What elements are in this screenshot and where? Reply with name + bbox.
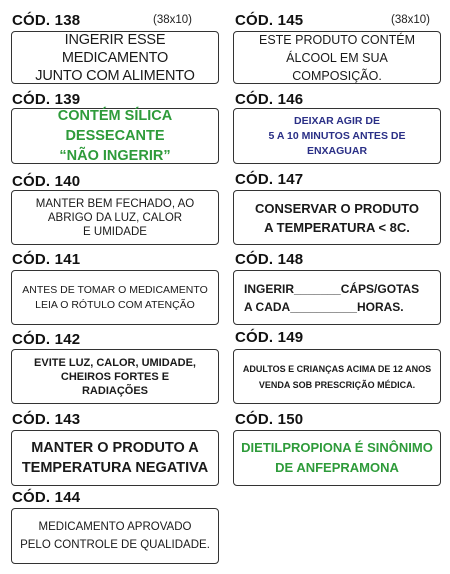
label-card-138: INGERIR ESSE MEDICAMENTO JUNTO COM ALIMEN…: [11, 31, 219, 84]
label-text-140: MANTER BEM FECHADO, AO ABRIGO DA LUZ, CAL…: [35, 197, 195, 238]
code-145: CÓD. 145: [235, 12, 304, 29]
label-card-141: ANTES DE TOMAR O MEDICAMENTO LEIA O RÓTUL…: [11, 270, 219, 325]
label-text-143: MANTER O PRODUTO A TEMPERATURA NEGATIVA: [21, 440, 209, 476]
label-card-140: MANTER BEM FECHADO, AO ABRIGO DA LUZ, CAL…: [11, 190, 219, 245]
code-140: CÓD. 140: [12, 173, 81, 190]
label-text-144: MEDICAMENTO APROVADO PELO CONTROLE DE QUA…: [20, 521, 210, 551]
size-145: (38x10): [391, 14, 430, 26]
code-144: CÓD. 144: [12, 489, 81, 506]
label-text-142: EVITE LUZ, CALOR, UMIDADE, CHEIROS FORTES…: [34, 356, 196, 397]
code-149: CÓD. 149: [235, 329, 304, 346]
code-148: CÓD. 148: [235, 251, 304, 268]
label-text-147: CONSERVAR O PRODUTO A TEMPERATURA < 8C.: [255, 200, 419, 235]
label-card-143: MANTER O PRODUTO A TEMPERATURA NEGATIVA: [11, 430, 219, 486]
label-text-149: ADULTOS E CRIANÇAS ACIMA DE 12 ANOS VENDA…: [242, 363, 432, 390]
code-147: CÓD. 147: [235, 171, 304, 188]
label-text-146: DEIXAR AGIR DE 5 A 10 MINUTOS ANTES DE EN…: [268, 114, 406, 157]
label-card-142: EVITE LUZ, CALOR, UMIDADE, CHEIROS FORTES…: [11, 349, 219, 404]
code-139: CÓD. 139: [12, 91, 81, 108]
code-138: CÓD. 138: [12, 12, 81, 29]
label-text-150: DIETILPROPIONA É SINÔNIMO DE ANFEPRAMONA: [241, 440, 433, 475]
label-text-148: INGERIR_______CÁPS/GOTAS A CADA__________…: [244, 281, 420, 314]
label-card-148: INGERIR_______CÁPS/GOTAS A CADA__________…: [233, 270, 441, 325]
label-text-145: ESTE PRODUTO CONTÉM ÁLCOOL EM SUA COMPOSI…: [258, 32, 416, 83]
code-150: CÓD. 150: [235, 411, 304, 428]
label-card-147: CONSERVAR O PRODUTO A TEMPERATURA < 8C.: [233, 190, 441, 245]
label-card-139: CONTÉM SÍLICA DESSECANTE “NÃO INGERIR”: [11, 108, 219, 164]
label-text-139: CONTÉM SÍLICA DESSECANTE “NÃO INGERIR”: [57, 108, 173, 164]
code-146: CÓD. 146: [235, 91, 304, 108]
label-card-144: MEDICAMENTO APROVADO PELO CONTROLE DE QUA…: [11, 508, 219, 564]
label-card-150: DIETILPROPIONA É SINÔNIMO DE ANFEPRAMONA: [233, 430, 441, 486]
code-143: CÓD. 143: [12, 411, 81, 428]
label-card-149: ADULTOS E CRIANÇAS ACIMA DE 12 ANOS VENDA…: [233, 349, 441, 404]
code-141: CÓD. 141: [12, 251, 81, 268]
label-text-138: INGERIR ESSE MEDICAMENTO JUNTO COM ALIMEN…: [35, 31, 195, 84]
label-card-146: DEIXAR AGIR DE 5 A 10 MINUTOS ANTES DE EN…: [233, 108, 441, 164]
code-142: CÓD. 142: [12, 331, 81, 348]
label-card-145: ESTE PRODUTO CONTÉM ÁLCOOL EM SUA COMPOSI…: [233, 31, 441, 84]
label-text-141: ANTES DE TOMAR O MEDICAMENTO LEIA O RÓTUL…: [22, 283, 208, 311]
size-138: (38x10): [153, 14, 192, 26]
